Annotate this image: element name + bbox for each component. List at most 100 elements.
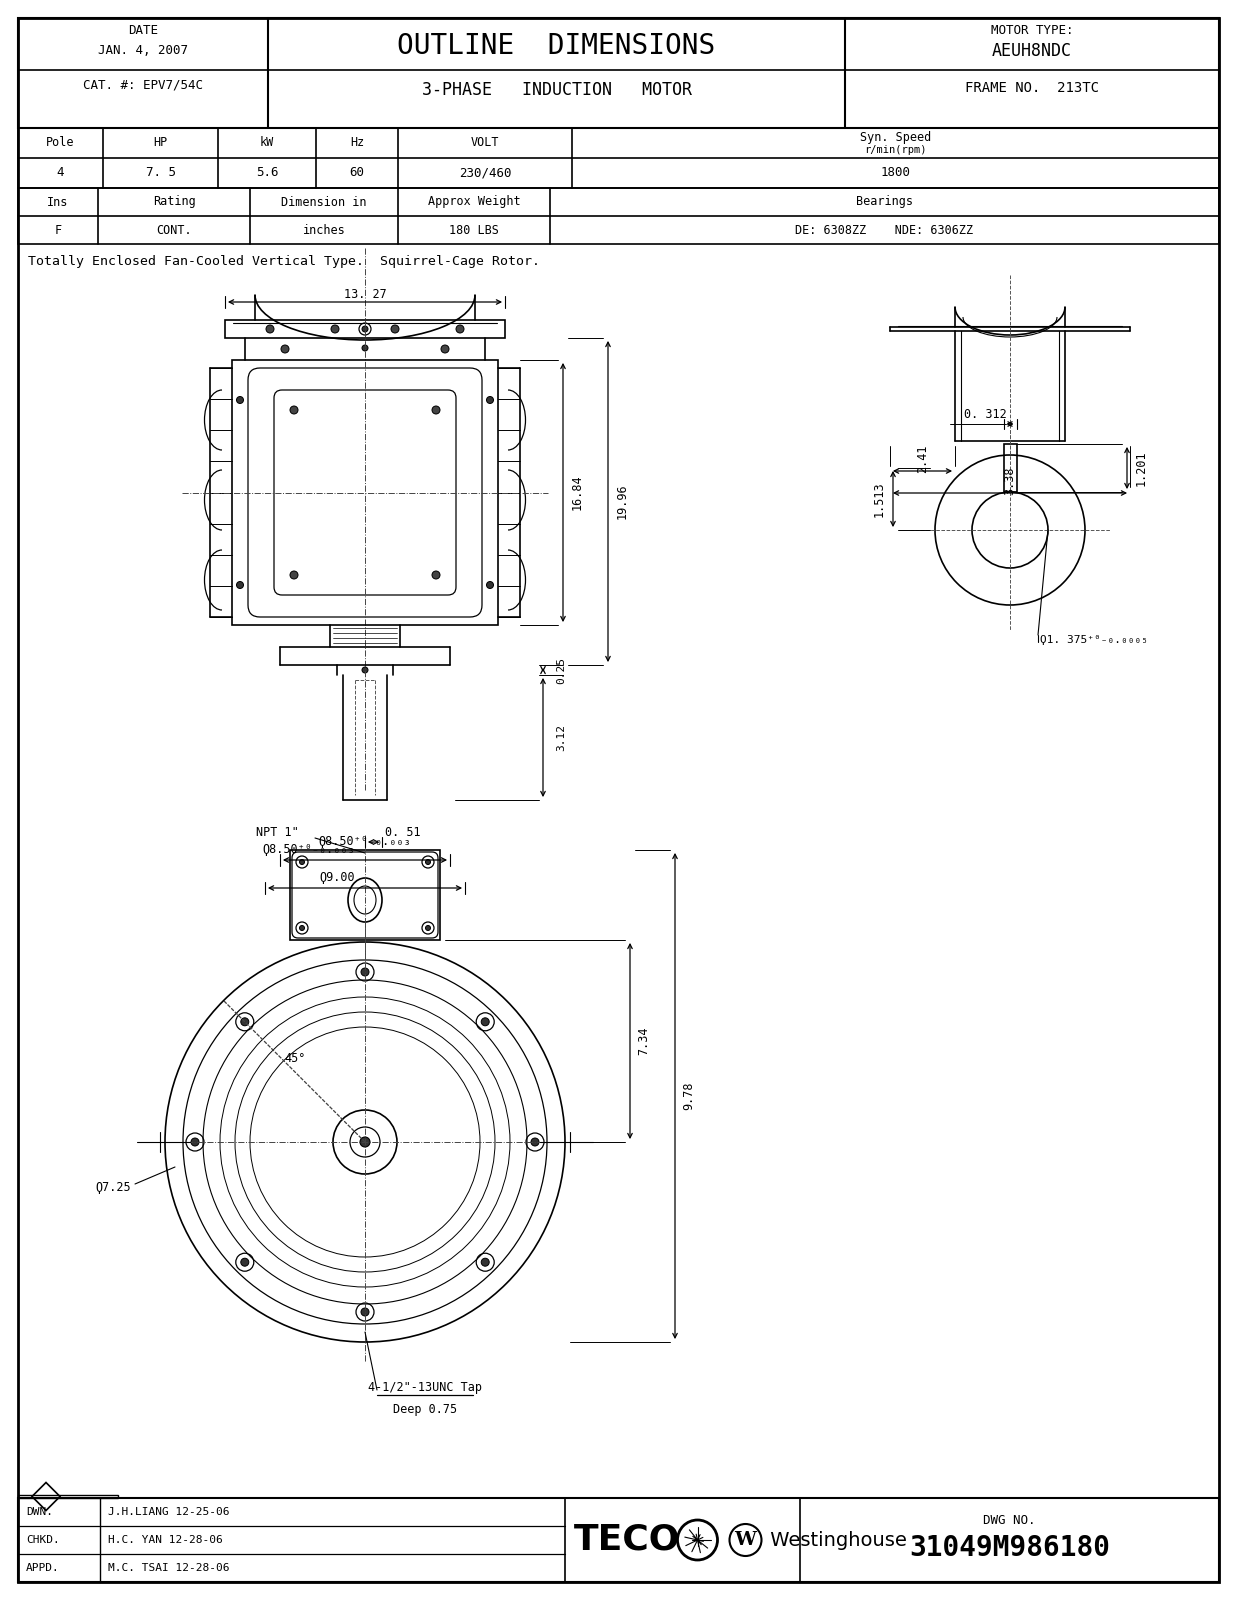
Text: 2.41: 2.41: [917, 445, 929, 474]
Text: HP: HP: [153, 136, 168, 149]
Text: 60: 60: [350, 166, 365, 179]
Text: JAN. 4, 2007: JAN. 4, 2007: [98, 45, 188, 58]
Text: 13. 27: 13. 27: [344, 288, 386, 301]
Text: CAT. #: EPV7/54C: CAT. #: EPV7/54C: [83, 78, 203, 91]
Circle shape: [456, 325, 464, 333]
Text: H.C. YAN 12-28-06: H.C. YAN 12-28-06: [108, 1534, 223, 1546]
Circle shape: [362, 326, 367, 333]
Text: 0. 51: 0. 51: [385, 826, 421, 838]
Text: 180 LBS: 180 LBS: [449, 224, 499, 237]
Text: 45°: 45°: [285, 1051, 306, 1064]
Text: DE: 6308ZZ    NDE: 6306ZZ: DE: 6308ZZ NDE: 6306ZZ: [795, 224, 974, 237]
Text: 19.96: 19.96: [616, 483, 628, 520]
Text: 9.78: 9.78: [683, 1082, 695, 1110]
Bar: [233, 360, 499, 626]
Circle shape: [236, 397, 244, 403]
Text: APPD.: APPD.: [26, 1563, 59, 1573]
Text: 1.513: 1.513: [872, 482, 886, 517]
Circle shape: [486, 397, 494, 403]
Bar: [19, 1494, 118, 1498]
Text: Rating: Rating: [152, 195, 195, 208]
Text: Totally Enclosed Fan-Cooled Vertical Type.  Squirrel-Cage Rotor.: Totally Enclosed Fan-Cooled Vertical Typ…: [28, 256, 541, 269]
Text: AEUH8NDC: AEUH8NDC: [992, 42, 1072, 59]
Text: Hz: Hz: [350, 136, 364, 149]
Text: Syn. Speed: Syn. Speed: [860, 131, 931, 144]
Text: 1.201: 1.201: [1134, 450, 1148, 486]
Text: DWN.: DWN.: [26, 1507, 53, 1517]
Text: 4-1/2"-13UNC Tap: 4-1/2"-13UNC Tap: [367, 1381, 482, 1394]
Bar: [289, 850, 440, 939]
Circle shape: [432, 571, 440, 579]
Bar: [19, 1498, 1218, 1582]
Text: TECO: TECO: [574, 1523, 680, 1557]
Text: Westinghouse: Westinghouse: [763, 1531, 907, 1549]
Text: 230/460: 230/460: [459, 166, 511, 179]
Circle shape: [432, 406, 440, 414]
Text: 7. 5: 7. 5: [146, 166, 176, 179]
Text: 5.6: 5.6: [256, 166, 278, 179]
Text: Dimension in: Dimension in: [281, 195, 366, 208]
Text: Ϙ1. 375⁺⁰₋₀.₀₀₀₅: Ϙ1. 375⁺⁰₋₀.₀₀₀₅: [1040, 635, 1148, 645]
Circle shape: [299, 859, 304, 864]
Bar: [19, 187, 1218, 243]
Circle shape: [481, 1018, 489, 1026]
Text: Ϙ7.25: Ϙ7.25: [95, 1181, 131, 1194]
Text: r/min(rpm): r/min(rpm): [865, 146, 927, 155]
Text: Ϙ8.50⁺⁰₋₀.₀₀₃: Ϙ8.50⁺⁰₋₀.₀₀₃: [262, 843, 355, 856]
Text: FRAME NO.  213TC: FRAME NO. 213TC: [965, 82, 1098, 94]
Text: DATE: DATE: [127, 24, 158, 37]
Text: F: F: [54, 224, 62, 237]
Circle shape: [361, 1309, 369, 1315]
Circle shape: [332, 325, 339, 333]
Circle shape: [241, 1018, 249, 1026]
Text: 3.12: 3.12: [555, 723, 567, 750]
Text: Ins: Ins: [47, 195, 69, 208]
Circle shape: [289, 406, 298, 414]
Circle shape: [426, 925, 430, 931]
Text: NPT 1": NPT 1": [256, 826, 298, 838]
Circle shape: [361, 968, 369, 976]
Text: DWG NO.: DWG NO.: [983, 1514, 1035, 1526]
Circle shape: [531, 1138, 539, 1146]
Text: 0. 312: 0. 312: [964, 408, 1007, 421]
Text: inches: inches: [303, 224, 345, 237]
Circle shape: [362, 667, 367, 674]
Circle shape: [442, 346, 449, 354]
Circle shape: [362, 346, 367, 350]
Circle shape: [281, 346, 289, 354]
Circle shape: [481, 1258, 489, 1266]
Text: VOLT: VOLT: [471, 136, 500, 149]
Text: Approx Weight: Approx Weight: [428, 195, 521, 208]
Text: MOTOR TYPE:: MOTOR TYPE:: [991, 24, 1074, 37]
Circle shape: [391, 325, 400, 333]
Text: Pole: Pole: [46, 136, 74, 149]
Text: 7.34: 7.34: [637, 1027, 651, 1056]
Bar: [19, 18, 1218, 128]
Circle shape: [360, 1138, 370, 1147]
Text: 31049M986180: 31049M986180: [909, 1534, 1110, 1562]
Circle shape: [299, 925, 304, 931]
Text: Deep 0.75: Deep 0.75: [393, 1403, 456, 1416]
Text: M.C. TSAI 12-28-06: M.C. TSAI 12-28-06: [108, 1563, 230, 1573]
Text: CHKD.: CHKD.: [26, 1534, 59, 1546]
Text: kW: kW: [260, 136, 275, 149]
Circle shape: [241, 1258, 249, 1266]
Circle shape: [266, 325, 275, 333]
Bar: [1003, 443, 1017, 493]
Circle shape: [289, 571, 298, 579]
Circle shape: [190, 1138, 199, 1146]
Text: Ϙ9.00: Ϙ9.00: [319, 872, 355, 885]
Text: 0.25: 0.25: [555, 656, 567, 683]
Text: Bearings: Bearings: [856, 195, 913, 208]
Text: 16.84: 16.84: [570, 475, 584, 510]
Text: OUTLINE  DIMENSIONS: OUTLINE DIMENSIONS: [397, 32, 716, 59]
Text: 3.38: 3.38: [1003, 467, 1017, 496]
Text: Ϙ8.50⁺⁰₋₀.₀₀₃: Ϙ8.50⁺⁰₋₀.₀₀₃: [319, 835, 412, 848]
Text: CONT.: CONT.: [156, 224, 192, 237]
Text: J.H.LIANG 12-25-06: J.H.LIANG 12-25-06: [108, 1507, 230, 1517]
Text: W: W: [735, 1531, 757, 1549]
Circle shape: [236, 581, 244, 589]
Text: 1800: 1800: [881, 166, 910, 179]
Bar: [19, 128, 1218, 187]
Bar: [225, 320, 505, 338]
